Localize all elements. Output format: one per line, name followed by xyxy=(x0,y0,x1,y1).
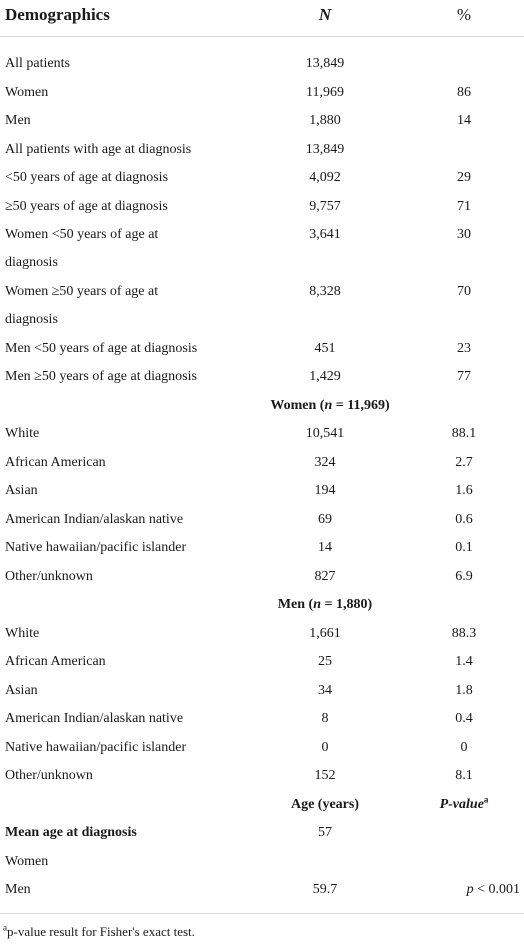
row-n: 451 xyxy=(314,341,336,356)
row-n: 324 xyxy=(314,455,336,470)
row-label: Other/unknown xyxy=(5,768,93,783)
row-pct: 88.1 xyxy=(451,426,477,441)
heading-n: n xyxy=(324,398,333,413)
row-label: Women <50 years of age at xyxy=(5,227,159,242)
row-n: 0 xyxy=(321,740,329,755)
row-n: 10,541 xyxy=(305,426,345,441)
footnote: ap-value result for Fisher's exact test. xyxy=(3,922,195,940)
header-demographics: Demographics xyxy=(5,5,110,24)
row-pct: 30 xyxy=(457,227,471,242)
row-pct: 86 xyxy=(457,85,471,100)
pvalue-rest: < 0.001 xyxy=(473,882,520,897)
row-age: 59.7 xyxy=(312,882,338,897)
row-pct: 0.4 xyxy=(455,711,473,726)
row-label: Asian xyxy=(5,683,38,698)
table-bottom-divider xyxy=(0,913,524,914)
row-label: African American xyxy=(5,654,106,669)
row-n: 25 xyxy=(318,654,332,669)
row-n: 34 xyxy=(318,683,332,698)
heading-suffix: = 11,969) xyxy=(332,398,390,413)
row-label: <50 years of age at diagnosis xyxy=(5,170,169,185)
row-label: All patients xyxy=(5,56,70,71)
row-label: American Indian/alaskan native xyxy=(5,711,184,726)
row-label: Women xyxy=(5,85,49,100)
row-pct: 6.9 xyxy=(455,569,473,584)
footnote-sup: a xyxy=(3,922,7,933)
row-n: 4,092 xyxy=(309,170,341,185)
row-n: 1,429 xyxy=(309,369,341,384)
row-label: Men xyxy=(5,882,31,897)
row-label: Women xyxy=(5,854,49,869)
row-n: 13,849 xyxy=(305,142,345,157)
row-pct: 77 xyxy=(457,369,471,384)
footnote-text: p-value result for Fisher's exact test. xyxy=(7,924,195,939)
row-pct: 1.4 xyxy=(455,654,473,669)
row-n: 14 xyxy=(318,540,332,555)
row-pct: 23 xyxy=(457,341,471,356)
row-label: All patients with age at diagnosis xyxy=(5,142,192,157)
row-n: 69 xyxy=(318,512,332,527)
row-label: White xyxy=(5,426,40,441)
header-divider xyxy=(0,36,524,37)
row-pct: 0.1 xyxy=(455,540,473,555)
header-percent: % xyxy=(456,5,472,24)
row-pct: 14 xyxy=(457,113,471,128)
row-pct: 8.1 xyxy=(455,768,473,783)
row-label: ≥50 years of age at diagnosis xyxy=(5,199,168,214)
row-n: 13,849 xyxy=(305,56,345,71)
row-label: Women ≥50 years of age at xyxy=(5,284,159,299)
pvalue-heading-sup: a xyxy=(483,794,489,805)
row-pct: 88.3 xyxy=(451,626,477,641)
heading-n: n xyxy=(313,597,322,612)
row-label: Native hawaiian/pacific islander xyxy=(5,540,187,555)
row-pct: 1.6 xyxy=(455,483,473,498)
row-label: American Indian/alaskan native xyxy=(5,512,184,527)
row-label: Men <50 years of age at diagnosis xyxy=(5,341,198,356)
row-label-line2: diagnosis xyxy=(5,255,58,270)
row-pct: 0.6 xyxy=(455,512,473,527)
row-label-line2: diagnosis xyxy=(5,312,58,327)
row-n: 9,757 xyxy=(309,199,341,214)
pvalue-heading-p: P xyxy=(439,797,449,812)
row-n: 152 xyxy=(314,768,336,783)
row-label: Native hawaiian/pacific islander xyxy=(5,740,187,755)
row-pvalue: p < 0.001 xyxy=(408,876,520,904)
row-label: Asian xyxy=(5,483,38,498)
row-pct: 2.7 xyxy=(455,455,473,470)
heading-prefix: Women ( xyxy=(270,398,325,413)
row-pct: 1.8 xyxy=(455,683,473,698)
row-n: 1,880 xyxy=(309,113,341,128)
pvalue-p: p xyxy=(466,882,474,897)
heading-suffix: = 1,880) xyxy=(321,597,373,612)
row-label: Other/unknown xyxy=(5,569,93,584)
age-heading: Age (years) xyxy=(290,797,360,812)
pvalue-heading-rest: -value xyxy=(448,797,484,812)
row-pct: 71 xyxy=(457,199,471,214)
row-n: 11,969 xyxy=(306,85,344,100)
row-pct: 0 xyxy=(460,740,468,755)
row-pct: 29 xyxy=(457,170,471,185)
row-n: 827 xyxy=(314,569,336,584)
row-n: 194 xyxy=(314,483,336,498)
row-pct: 70 xyxy=(457,284,471,299)
header-n: N xyxy=(318,5,332,24)
heading-prefix: Men ( xyxy=(277,597,314,612)
row-label: Men ≥50 years of age at diagnosis xyxy=(5,369,197,384)
row-n: 1,661 xyxy=(309,626,341,641)
row-n: 3,641 xyxy=(309,227,341,242)
row-n: 8 xyxy=(321,711,329,726)
row-n: 8,328 xyxy=(309,284,341,299)
row-label: White xyxy=(5,626,40,641)
row-label: Mean age at diagnosis xyxy=(5,825,137,840)
row-age: 57 xyxy=(318,825,332,840)
row-label: Men xyxy=(5,113,31,128)
row-label: African American xyxy=(5,455,106,470)
